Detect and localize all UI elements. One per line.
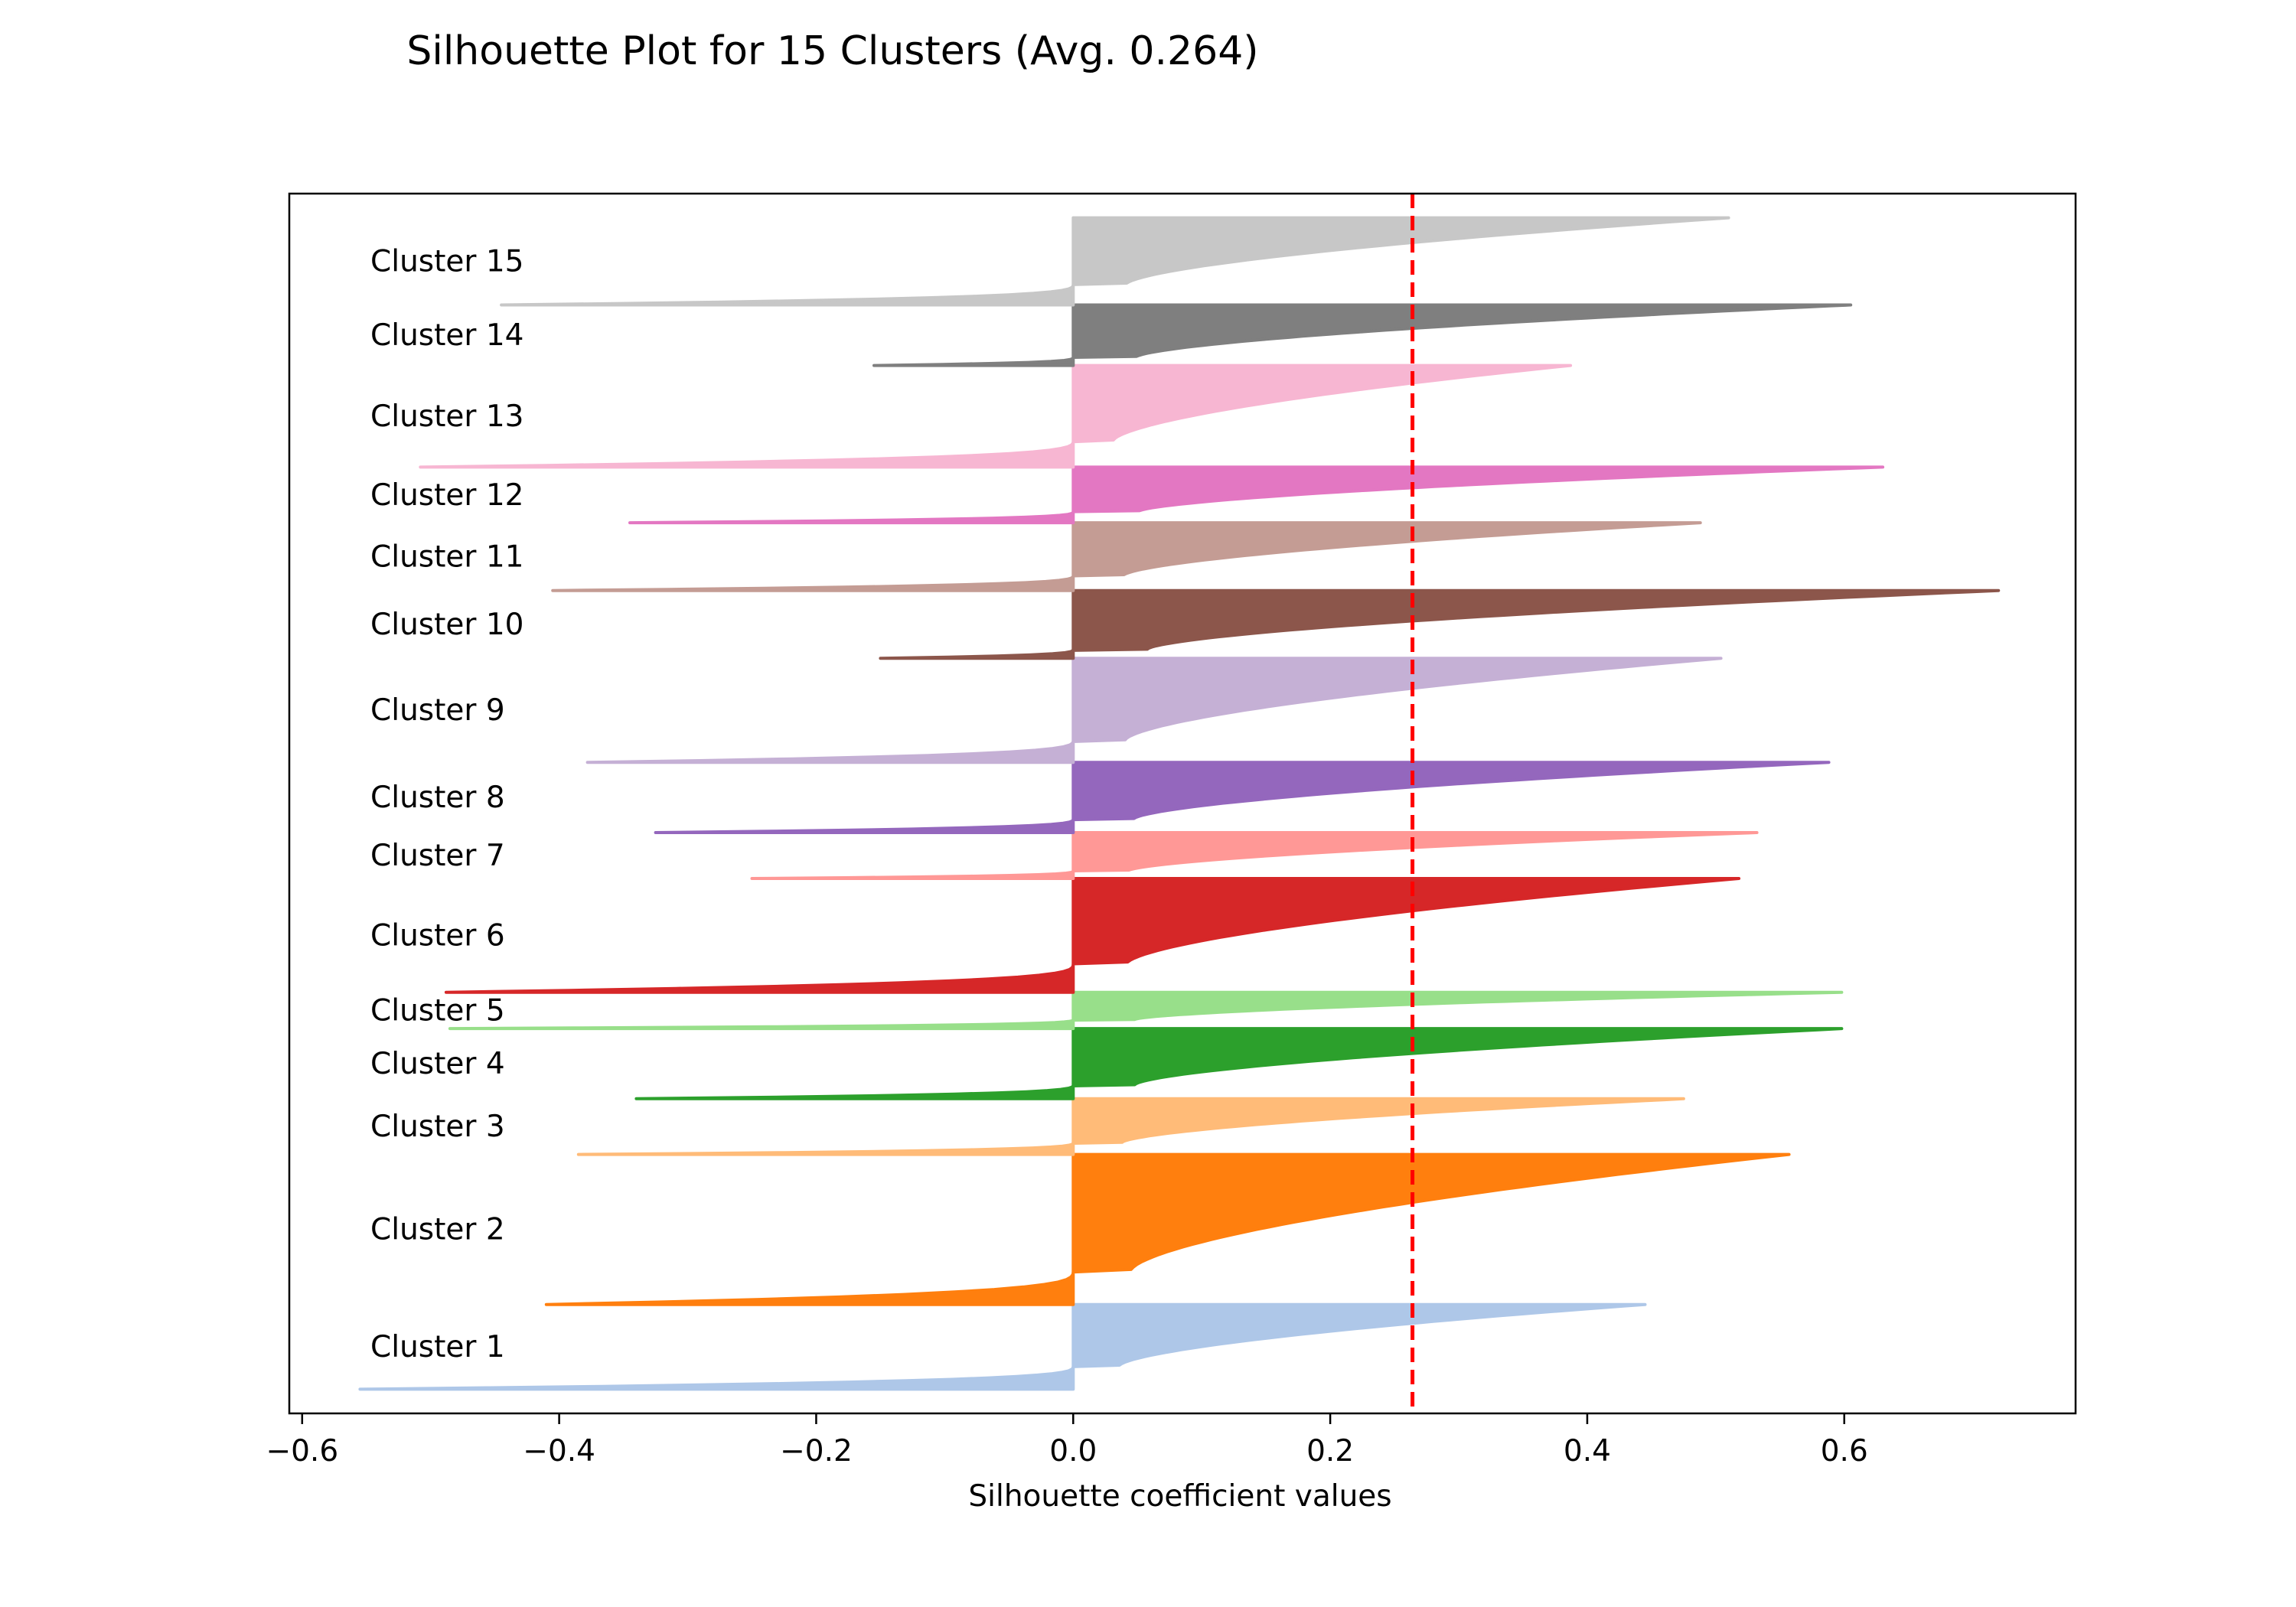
cluster-7-silhouette-area (750, 831, 1759, 880)
cluster-13-silhouette-area (419, 363, 1573, 469)
cluster-3-label: Cluster 3 (370, 1110, 505, 1144)
cluster-13-label: Cluster 13 (370, 399, 523, 434)
cluster-8-silhouette-area (654, 761, 1831, 834)
x-tick-label: −0.6 (266, 1434, 338, 1468)
x-tick-label: 0.2 (1306, 1434, 1354, 1468)
cluster-2-silhouette-area (544, 1152, 1791, 1306)
cluster-1-silhouette-area (358, 1302, 1647, 1391)
x-tick-label: −0.2 (780, 1434, 853, 1468)
x-tick-label: −0.4 (523, 1434, 595, 1468)
cluster-11-label: Cluster 11 (370, 539, 523, 574)
cluster-10-silhouette-area (879, 588, 2001, 660)
cluster-12-silhouette-area (628, 465, 1885, 525)
cluster-15-silhouette-area (500, 216, 1730, 307)
chart-title: Silhouette Plot for 15 Clusters (Avg. 0.… (406, 28, 1258, 74)
cluster-10-label: Cluster 10 (370, 608, 523, 642)
x-tick-label: 0.6 (1821, 1434, 1868, 1468)
x-axis: −0.6 −0.4 −0.2 0.0 0.2 0.4 0.6 (266, 1413, 1868, 1468)
cluster-15-label: Cluster 15 (370, 245, 523, 279)
cluster-11-silhouette-area (551, 521, 1702, 592)
cluster-9-label: Cluster 9 (370, 693, 505, 728)
cluster-3-silhouette-area (576, 1097, 1685, 1156)
plot-frame (288, 192, 2077, 1415)
cluster-14-silhouette-area (872, 303, 1853, 367)
cluster-5-silhouette-area (448, 990, 1844, 1031)
cluster-6-silhouette-area (444, 877, 1741, 994)
x-tick-label: 0.4 (1564, 1434, 1611, 1468)
cluster-areas (358, 216, 2001, 1391)
x-axis-label: Silhouette coefficient values (968, 1479, 1391, 1514)
cluster-9-silhouette-area (585, 657, 1723, 764)
cluster-4-label: Cluster 4 (370, 1047, 505, 1081)
cluster-labels: Cluster 1 Cluster 2 Cluster 3 Cluster 4 Clus… (370, 245, 523, 1364)
cluster-5-label: Cluster 5 (370, 993, 505, 1028)
cluster-7-label: Cluster 7 (370, 839, 505, 873)
cluster-8-label: Cluster 8 (370, 781, 505, 815)
cluster-12-label: Cluster 12 (370, 478, 523, 513)
cluster-1-label: Cluster 1 (370, 1330, 505, 1364)
cluster-14-label: Cluster 14 (370, 318, 523, 353)
cluster-2-label: Cluster 2 (370, 1213, 505, 1247)
cluster-4-silhouette-area (634, 1027, 1844, 1100)
x-tick-label: 0.0 (1049, 1434, 1097, 1468)
cluster-6-label: Cluster 6 (370, 918, 505, 953)
